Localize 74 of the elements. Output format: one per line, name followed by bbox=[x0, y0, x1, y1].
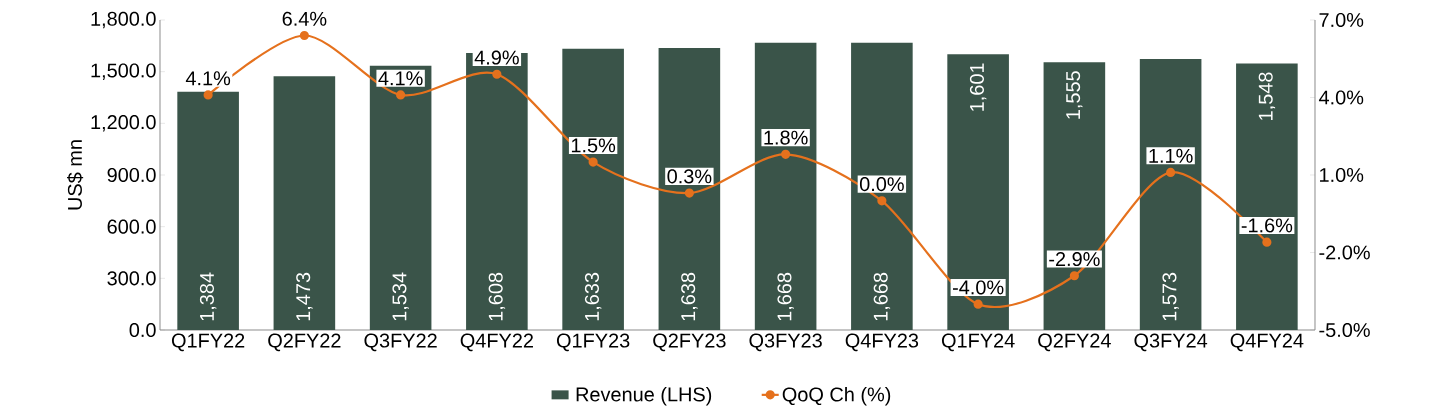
data-label: 1,638 bbox=[681, 272, 698, 321]
bar bbox=[177, 91, 239, 330]
point bbox=[1166, 167, 1176, 177]
point bbox=[492, 69, 502, 79]
point bbox=[877, 196, 887, 206]
data-label: -1.6% bbox=[1241, 218, 1293, 233]
bar bbox=[273, 76, 336, 330]
x-tick-label: Q4FY24 bbox=[1230, 333, 1304, 352]
x-tick-label: Q2FY24 bbox=[1038, 333, 1111, 352]
y2-tick-label: 7.0% bbox=[1319, 12, 1364, 28]
data-label: 1,668 bbox=[873, 272, 891, 321]
legend-label: QoQ Ch (%) bbox=[782, 386, 891, 406]
data-label: 1,384 bbox=[199, 272, 217, 321]
y-tick-label: 1,800.0 bbox=[91, 11, 156, 29]
y-tick-label: 600.0 bbox=[107, 219, 156, 234]
y-tick-label: 900.0 bbox=[107, 167, 156, 183]
bar bbox=[754, 42, 817, 330]
data-label: -2.9% bbox=[1049, 251, 1100, 267]
y2-tick-label: 1.0% bbox=[1320, 167, 1364, 183]
y2-tick-label: -5.0% bbox=[1319, 322, 1370, 338]
x-tick-label: Q3FY24 bbox=[1134, 333, 1208, 352]
bar bbox=[369, 65, 432, 330]
bar bbox=[658, 47, 721, 330]
x-tick-label: Q4FY23 bbox=[845, 333, 919, 352]
y-axis-title: US$ mn bbox=[67, 140, 84, 210]
point bbox=[1069, 271, 1079, 281]
data-label: 0.0% bbox=[859, 177, 904, 192]
data-label: 1,473 bbox=[296, 272, 313, 321]
data-label: 1.5% bbox=[571, 138, 616, 153]
point bbox=[781, 149, 791, 159]
bar bbox=[947, 54, 1009, 330]
x-tick-label: Q3FY23 bbox=[749, 333, 822, 352]
point bbox=[588, 157, 598, 167]
x-tick-label: Q2FY22 bbox=[268, 333, 341, 352]
data-label: 1,601 bbox=[969, 63, 987, 111]
y-tick-label: 0.0 bbox=[129, 322, 156, 338]
x-tick-label: Q1FY24 bbox=[941, 333, 1015, 352]
y-tick-label: 300.0 bbox=[107, 271, 156, 286]
data-label: 4.1% bbox=[378, 71, 423, 86]
x-tick-label: Q1FY22 bbox=[171, 333, 245, 352]
data-label: 1.1% bbox=[1149, 148, 1193, 163]
data-label: 6.4% bbox=[282, 11, 327, 26]
point bbox=[684, 188, 694, 198]
y2-tick-label: 4.0% bbox=[1318, 90, 1364, 105]
point bbox=[396, 90, 406, 100]
data-label: 1,548 bbox=[1258, 72, 1276, 120]
bar bbox=[562, 48, 624, 330]
x-tick-label: Q2FY23 bbox=[653, 333, 726, 352]
y-tick-label: 1,200.0 bbox=[91, 115, 156, 132]
data-label: 1.8% bbox=[764, 130, 808, 145]
y2-tick-label: -2.0% bbox=[1319, 245, 1370, 260]
x-tick-label: Q1FY23 bbox=[556, 333, 630, 352]
point bbox=[973, 299, 983, 309]
x-tick-label: Q3FY22 bbox=[364, 333, 437, 352]
point bbox=[203, 90, 213, 100]
bar bbox=[1236, 63, 1298, 330]
bar bbox=[851, 42, 913, 330]
data-label: 1,555 bbox=[1066, 71, 1083, 119]
data-label: 1,608 bbox=[488, 272, 506, 321]
data-label: 1,534 bbox=[392, 272, 409, 321]
data-label: 1,633 bbox=[584, 272, 602, 321]
legend-label: Revenue (LHS) bbox=[576, 386, 712, 406]
point bbox=[1262, 237, 1272, 247]
bar bbox=[1043, 62, 1106, 330]
x-tick-label: Q4FY22 bbox=[460, 333, 533, 352]
data-label: 1,573 bbox=[1162, 272, 1179, 321]
data-label: 4.9% bbox=[474, 50, 519, 65]
data-label: 1,668 bbox=[777, 272, 794, 321]
data-label: -4.0% bbox=[952, 280, 1004, 295]
data-label: 0.3% bbox=[667, 169, 712, 184]
data-label: 4.1% bbox=[185, 71, 231, 86]
bar bbox=[1139, 59, 1202, 330]
y-tick-label: 1,500.0 bbox=[91, 63, 156, 80]
point bbox=[299, 30, 309, 41]
